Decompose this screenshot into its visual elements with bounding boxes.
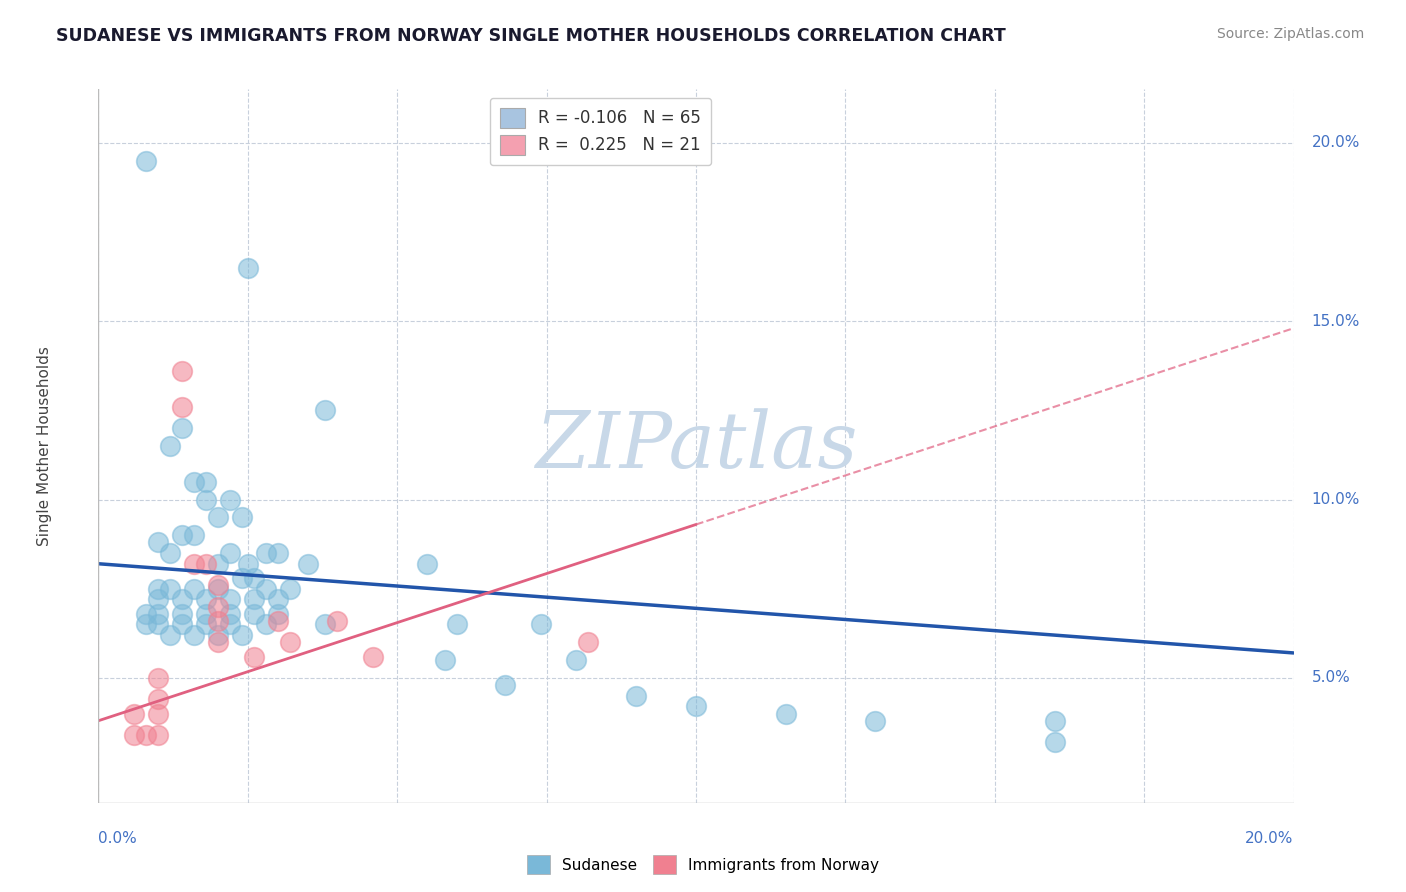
Point [148, 607, 170, 621]
Point [148, 728, 170, 742]
Point [148, 592, 170, 607]
Point [172, 421, 194, 435]
Point [434, 653, 457, 667]
Point [624, 689, 647, 703]
Point [135, 728, 157, 742]
Point [207, 628, 229, 642]
Point [267, 614, 290, 628]
Point [219, 617, 242, 632]
Text: 20.0%: 20.0% [1312, 136, 1360, 150]
Point [865, 714, 887, 728]
Legend: Sudanese, Immigrants from Norway: Sudanese, Immigrants from Norway [522, 849, 884, 880]
Text: 20.0%: 20.0% [1246, 831, 1294, 847]
Legend: R = -0.106   N = 65, R =  0.225   N = 21: R = -0.106 N = 65, R = 0.225 N = 21 [489, 97, 711, 165]
Point [159, 582, 181, 596]
Point [243, 592, 266, 607]
Point [194, 617, 218, 632]
Point [231, 510, 253, 524]
Point [135, 153, 157, 168]
Point [278, 635, 301, 649]
Point [172, 607, 194, 621]
Point [207, 635, 229, 649]
Point [243, 571, 266, 585]
Point [148, 535, 170, 549]
Point [236, 260, 259, 275]
Point [159, 439, 181, 453]
Point [254, 582, 277, 596]
Point [267, 592, 290, 607]
Text: 10.0%: 10.0% [1312, 492, 1360, 507]
Point [194, 607, 218, 621]
Point [194, 475, 218, 489]
Point [172, 400, 194, 414]
Text: 15.0%: 15.0% [1312, 314, 1360, 328]
Point [148, 617, 170, 632]
Point [219, 607, 242, 621]
Point [416, 557, 439, 571]
Point [183, 475, 205, 489]
Point [207, 578, 229, 592]
Point [565, 653, 588, 667]
Point [124, 728, 146, 742]
Point [207, 510, 229, 524]
Point [1043, 714, 1066, 728]
Point [243, 607, 266, 621]
Point [685, 699, 707, 714]
Point [315, 617, 337, 632]
Point [207, 582, 229, 596]
Point [159, 546, 181, 560]
Point [183, 557, 205, 571]
Text: Single Mother Households: Single Mother Households [37, 346, 52, 546]
Point [135, 607, 157, 621]
Point [124, 706, 146, 721]
Point [446, 617, 468, 632]
Point [172, 617, 194, 632]
Point [578, 635, 600, 649]
Text: 5.0%: 5.0% [1312, 671, 1350, 685]
Point [236, 557, 259, 571]
Point [172, 528, 194, 542]
Text: 0.0%: 0.0% [98, 831, 138, 847]
Point [207, 614, 229, 628]
Point [267, 607, 290, 621]
Point [494, 678, 516, 692]
Point [207, 557, 229, 571]
Point [159, 628, 181, 642]
Point [529, 617, 551, 632]
Point [278, 582, 301, 596]
Point [1043, 735, 1066, 749]
Point [194, 492, 218, 507]
Text: SUDANESE VS IMMIGRANTS FROM NORWAY SINGLE MOTHER HOUSEHOLDS CORRELATION CHART: SUDANESE VS IMMIGRANTS FROM NORWAY SINGL… [56, 27, 1005, 45]
Text: ZIPatlas: ZIPatlas [534, 408, 858, 484]
Point [254, 617, 277, 632]
Point [183, 628, 205, 642]
Point [135, 617, 157, 632]
Point [267, 546, 290, 560]
Text: Source: ZipAtlas.com: Source: ZipAtlas.com [1216, 27, 1364, 41]
Point [183, 528, 205, 542]
Point [326, 614, 349, 628]
Point [172, 364, 194, 378]
Point [148, 692, 170, 706]
Point [219, 592, 242, 607]
Point [148, 706, 170, 721]
Point [219, 492, 242, 507]
Point [297, 557, 319, 571]
Point [148, 671, 170, 685]
Point [183, 582, 205, 596]
Point [207, 599, 229, 614]
Point [194, 592, 218, 607]
Point [363, 649, 385, 664]
Point [775, 706, 797, 721]
Point [231, 628, 253, 642]
Point [254, 546, 277, 560]
Point [172, 592, 194, 607]
Point [194, 557, 218, 571]
Point [243, 649, 266, 664]
Point [231, 571, 253, 585]
Point [148, 582, 170, 596]
Point [315, 403, 337, 417]
Point [219, 546, 242, 560]
